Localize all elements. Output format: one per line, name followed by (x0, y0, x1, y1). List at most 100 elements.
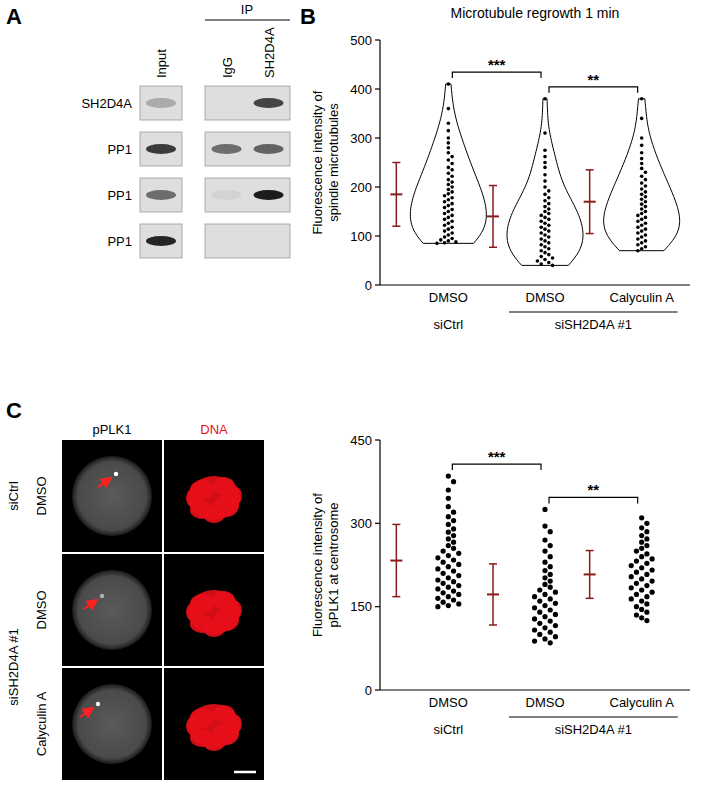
error-bar (487, 186, 499, 248)
point (456, 583, 461, 588)
band (212, 98, 242, 108)
point (640, 167, 644, 171)
y-tick-label: 400 (350, 82, 372, 97)
point (542, 568, 547, 573)
point (634, 581, 639, 586)
point (447, 141, 451, 145)
point (547, 189, 551, 193)
point (443, 229, 447, 233)
chromatin (226, 486, 242, 506)
point (451, 479, 456, 484)
point (640, 97, 644, 101)
x-tick-label: DMSO (429, 695, 468, 710)
chromatin (226, 714, 242, 734)
chromatin (204, 737, 224, 751)
point (450, 231, 454, 235)
point (547, 235, 551, 239)
point (543, 161, 547, 165)
micrograph (164, 668, 264, 780)
point (640, 235, 644, 239)
point (636, 249, 640, 253)
point (450, 237, 454, 241)
point (639, 565, 644, 570)
blot-strip (205, 224, 290, 258)
y-tick (375, 235, 380, 236)
point (447, 233, 451, 237)
point (435, 577, 440, 582)
point (644, 184, 648, 188)
point (450, 180, 454, 184)
point (446, 474, 451, 479)
point (629, 596, 634, 601)
chromatin (226, 600, 242, 620)
mean-mark (584, 201, 596, 203)
point (547, 218, 551, 222)
point (543, 193, 547, 197)
point (639, 515, 644, 520)
point (547, 207, 551, 211)
point (451, 510, 456, 515)
point (446, 553, 451, 558)
point (543, 239, 547, 243)
channel-label: DNA (200, 422, 228, 437)
point (447, 129, 451, 133)
arrow (84, 600, 97, 609)
point (644, 239, 648, 243)
point (640, 187, 644, 191)
mean-mark (390, 193, 402, 195)
blot-strip (205, 86, 290, 120)
violin (507, 99, 583, 266)
point (542, 614, 547, 619)
point (539, 243, 543, 247)
point (644, 618, 649, 623)
point (636, 214, 640, 218)
point (532, 605, 537, 610)
point (539, 214, 543, 218)
error-cap (489, 624, 497, 626)
point (435, 566, 440, 571)
point (447, 221, 451, 225)
point (441, 571, 446, 576)
point (644, 227, 648, 231)
error-cap (489, 247, 497, 249)
point (543, 166, 547, 170)
point (451, 533, 456, 538)
point (639, 554, 644, 559)
point (639, 546, 644, 551)
plot-area (390, 474, 654, 646)
scale-bar (234, 771, 256, 774)
point (451, 540, 456, 545)
point (644, 171, 648, 175)
point (547, 247, 551, 251)
violin (604, 99, 680, 251)
error-cap (392, 524, 400, 526)
point (450, 155, 454, 159)
chromatin (204, 509, 224, 523)
point (441, 560, 446, 565)
point (446, 603, 451, 608)
point (435, 242, 439, 246)
group-label: siCtrl (434, 722, 464, 737)
point (450, 190, 454, 194)
band (146, 190, 176, 200)
y-tick-label: 0 (365, 683, 372, 698)
chromatin (204, 623, 224, 637)
y-tick-label: 200 (350, 180, 372, 195)
point (644, 200, 648, 204)
point (629, 563, 634, 568)
point (553, 623, 558, 628)
point (435, 604, 440, 609)
group-label: siSH2D4A #1 (555, 317, 632, 332)
band (254, 144, 284, 154)
y-axis-title: Fluorescence intensity of (310, 493, 325, 637)
point (547, 212, 551, 216)
point (640, 174, 644, 178)
point (451, 557, 456, 562)
point (451, 569, 456, 574)
point (640, 151, 644, 155)
point (640, 197, 644, 201)
point (639, 576, 644, 581)
point (636, 237, 640, 241)
point (640, 157, 644, 161)
point (447, 216, 451, 220)
